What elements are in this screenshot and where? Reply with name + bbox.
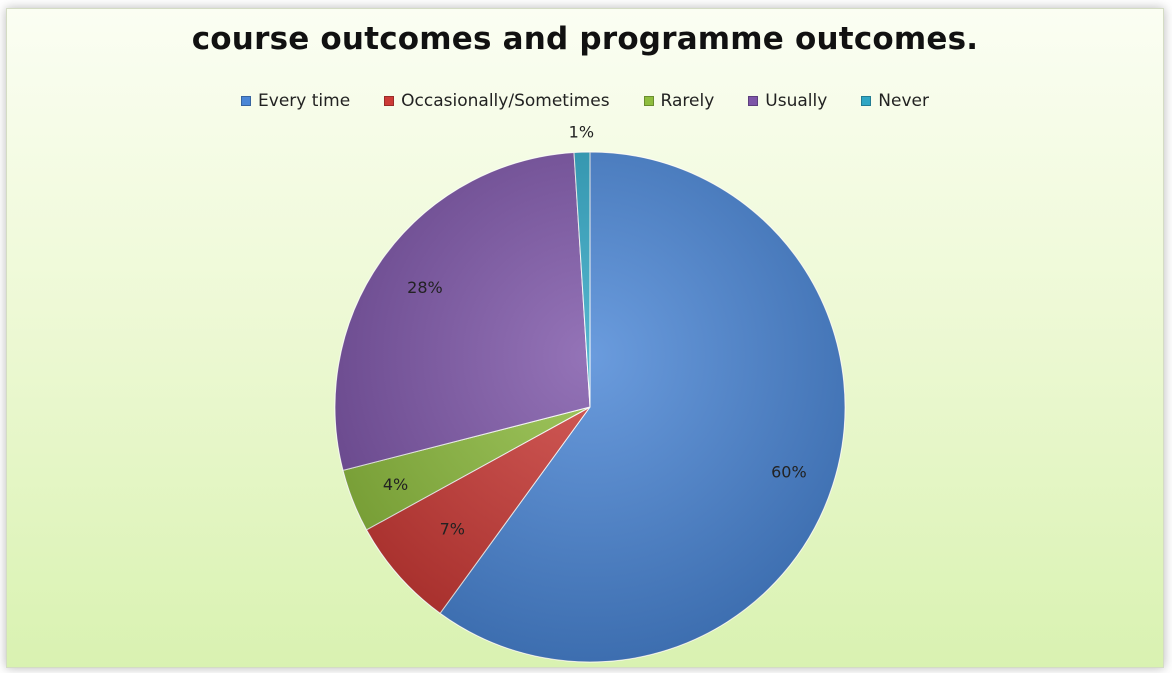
legend-label-usually: Usually (765, 91, 828, 111)
legend-swatch-occasionally (384, 96, 395, 106)
data-label-occasionally-sometimes: 7% (440, 519, 465, 538)
legend-swatch-rarely (643, 96, 654, 106)
legend-label-rarely: Rarely (660, 91, 715, 111)
legend-item-never: Never (861, 91, 929, 111)
legend-swatch-never (861, 96, 872, 106)
legend-item-every-time: Every time (241, 91, 350, 111)
chart-title: course outcomes and programme outcomes. (191, 21, 979, 57)
legend-swatch-usually (748, 96, 759, 106)
data-label-never: 1% (569, 123, 594, 142)
legend-item-usually: Usually (748, 91, 827, 111)
legend-label-never: Never (878, 91, 929, 111)
data-label-every-time: 60% (771, 463, 807, 482)
legend-item-occasionally: Occasionally/Sometimes (384, 91, 610, 111)
chart-area: course outcomes and programme outcomes. … (6, 8, 1164, 668)
legend-label-every-time: Every time (258, 91, 351, 111)
data-label-usually: 28% (407, 278, 443, 297)
legend-item-rarely: Rarely (643, 91, 715, 111)
legend-swatch-every-time (241, 96, 252, 106)
legend-label-occasionally: Occasionally/Sometimes (401, 91, 610, 111)
pie-chart: 60% 7% 4% 28% 1% (334, 123, 846, 663)
data-label-rarely: 4% (383, 475, 408, 494)
chart-legend: Every time Occasionally/Sometimes Rarely… (7, 91, 1163, 111)
